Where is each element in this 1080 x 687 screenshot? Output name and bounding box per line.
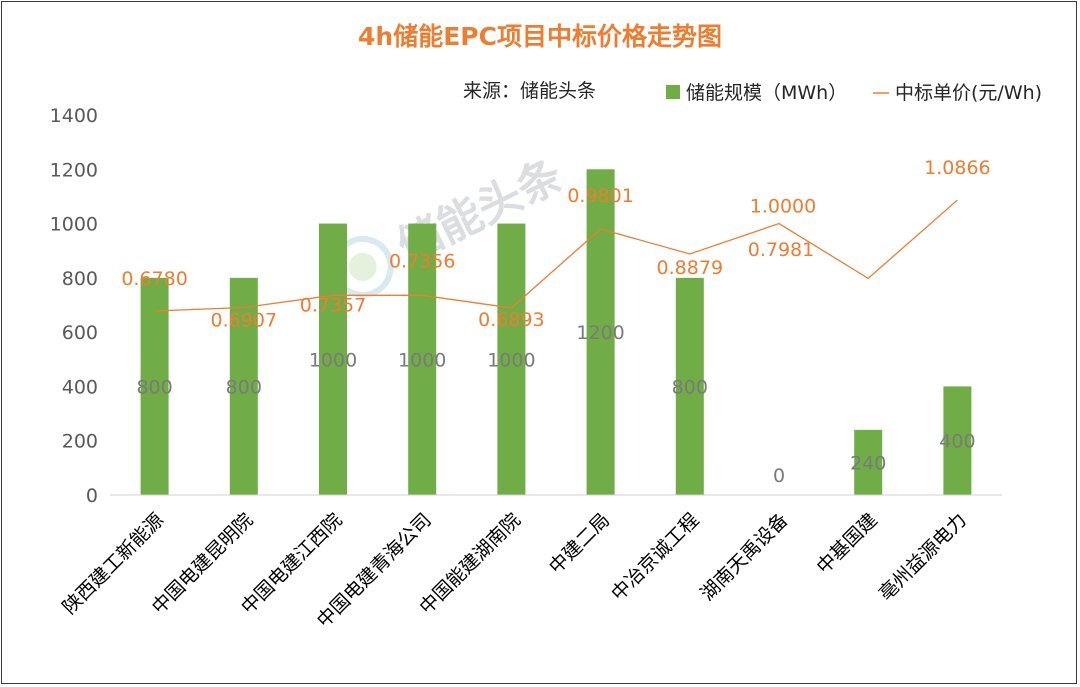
price-value-label: 0.6893	[478, 309, 544, 331]
y-tick-label: 200	[62, 431, 98, 453]
price-value-label: 0.9801	[567, 185, 633, 207]
bars	[140, 169, 972, 496]
price-value-label: 0.7357	[300, 294, 366, 316]
bar-value-label: 240	[850, 452, 886, 474]
price-line	[154, 199, 958, 312]
bar-value-labels: 800 800 1000 1000 1000 1200 800 0 240 400	[136, 322, 975, 487]
price-value-labels: 0.6780 0.6907 0.7357 0.7356 0.6893 0.9801 0.88…	[121, 157, 990, 331]
bar	[675, 277, 704, 495]
price-value-label: 0.7981	[748, 239, 814, 261]
category-label: 中基国建	[812, 509, 881, 578]
y-tick-label: 1200	[50, 159, 98, 181]
y-tick-label: 400	[62, 376, 98, 398]
price-value-label: 1.0866	[924, 157, 990, 179]
bar-value-label: 1000	[398, 349, 446, 371]
price-value-label: 0.8879	[657, 257, 723, 279]
y-tick-label: 0	[86, 485, 98, 507]
bar-value-label: 1000	[487, 349, 535, 371]
legend-bar-swatch	[666, 85, 680, 99]
category-label: 湖南天禹设备	[696, 509, 792, 605]
bar	[943, 386, 972, 495]
legend-bar-label: 储能规模（MWh）	[686, 82, 847, 104]
y-axis: 0 200 400 600 800 1000 1200 1400	[50, 105, 98, 507]
bar-value-label: 1000	[309, 349, 357, 371]
bar	[408, 223, 437, 496]
bar-value-label: 800	[226, 376, 262, 398]
bar	[229, 277, 258, 495]
bar	[854, 429, 883, 495]
bar-value-label: 800	[136, 376, 172, 398]
category-label: 亳州益源电力	[875, 509, 971, 605]
bar-value-label: 1200	[576, 322, 624, 344]
watermark-logo-core	[348, 252, 377, 281]
legend-line-label: 中标单价(元/Wh)	[895, 82, 1042, 104]
chart-title: 4h储能EPC项目中标价格走势图	[358, 22, 722, 51]
watermark: 储能头条	[331, 150, 570, 298]
bar	[140, 277, 169, 495]
source-note: 来源：储能头条	[463, 80, 596, 102]
bar-value-label: 400	[939, 431, 975, 453]
category-label: 中建二局	[545, 509, 614, 578]
y-tick-label: 1400	[50, 105, 98, 127]
price-value-label: 0.6907	[211, 310, 277, 332]
price-value-label: 1.0000	[750, 196, 816, 218]
bar	[319, 223, 347, 496]
price-value-label: 0.7356	[389, 250, 455, 272]
category-label: 中冶京诚工程	[607, 509, 703, 605]
price-value-label: 0.6780	[121, 268, 187, 290]
y-tick-label: 1000	[50, 214, 98, 236]
bar-value-label: 0	[773, 465, 785, 487]
bar-value-label: 800	[672, 376, 708, 398]
bar	[586, 169, 615, 496]
legend: 储能规模（MWh） 中标单价(元/Wh)	[666, 82, 1042, 104]
y-tick-label: 800	[62, 268, 98, 290]
bar	[497, 223, 526, 496]
y-tick-label: 600	[62, 322, 98, 344]
